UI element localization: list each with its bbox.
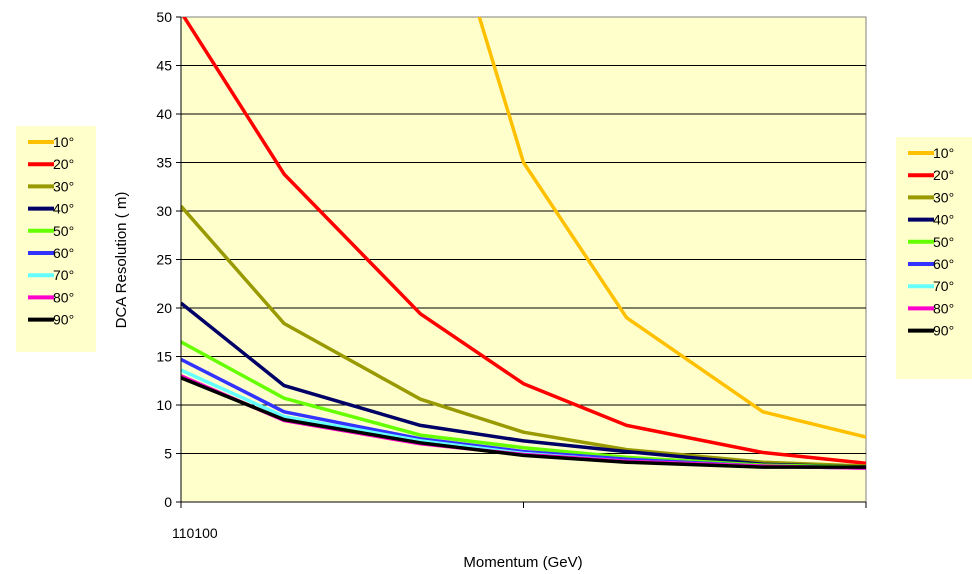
- y-tick-label: 10: [156, 397, 172, 413]
- x-tick-labels: 110100: [172, 525, 218, 541]
- legend-label: 30°: [933, 189, 954, 205]
- series-line: [477, 17, 866, 439]
- y-tick-label: 45: [156, 58, 172, 74]
- y-tick-labels: 0 5 10 15 20 25 30 35 40 45 50: [156, 9, 172, 510]
- x-axis-title: Momentum (GeV): [463, 554, 582, 571]
- legend-label: 40°: [933, 212, 954, 228]
- legend-label: 10°: [53, 134, 74, 150]
- legend-label: 20°: [933, 167, 954, 183]
- series-line: [181, 376, 866, 469]
- legend-label: 50°: [53, 223, 74, 239]
- legend-label: 30°: [53, 178, 74, 194]
- x-tick-label: 10: [179, 525, 195, 541]
- y-tick-label: 20: [156, 300, 172, 316]
- y-tick-label: 30: [156, 203, 172, 219]
- legend-left: 10° 20° 30° 40° 50° 60° 70° 80° 90°: [16, 126, 96, 352]
- legend-label: 80°: [53, 289, 74, 305]
- legend-label: 60°: [933, 256, 954, 272]
- legend-label: 60°: [53, 245, 74, 261]
- y-tick-label: 25: [156, 252, 172, 268]
- y-tick-label: 50: [156, 9, 172, 25]
- legend-label: 70°: [933, 278, 954, 294]
- x-tick-label: 100: [194, 525, 218, 541]
- x-tick-label: 1: [172, 525, 180, 541]
- legend-label: 40°: [53, 201, 74, 217]
- y-axis-title: DCA Resolution ( m): [113, 192, 130, 329]
- y-tick-label: 40: [156, 106, 172, 122]
- gridlines: [181, 65, 866, 454]
- legend-label: 50°: [933, 234, 954, 250]
- legend-label: 10°: [933, 145, 954, 161]
- axes: [176, 16, 867, 508]
- y-tick-label: 15: [156, 349, 172, 365]
- legend-label: 20°: [53, 156, 74, 172]
- series-lines: [181, 17, 866, 470]
- legend-label: 90°: [53, 312, 74, 328]
- legend-box: [896, 137, 972, 379]
- legend-label: 80°: [933, 300, 954, 316]
- legend-label: 70°: [53, 267, 74, 283]
- y-tick-label: 5: [164, 446, 172, 462]
- y-tick-label: 35: [156, 155, 172, 171]
- y-tick-label: 0: [164, 494, 172, 510]
- legend-right: 10° 20° 30° 40° 50° 60° 70° 80° 90°: [896, 137, 972, 379]
- legend-label: 90°: [933, 323, 954, 339]
- series-line: [181, 205, 866, 468]
- series-line: [182, 17, 866, 465]
